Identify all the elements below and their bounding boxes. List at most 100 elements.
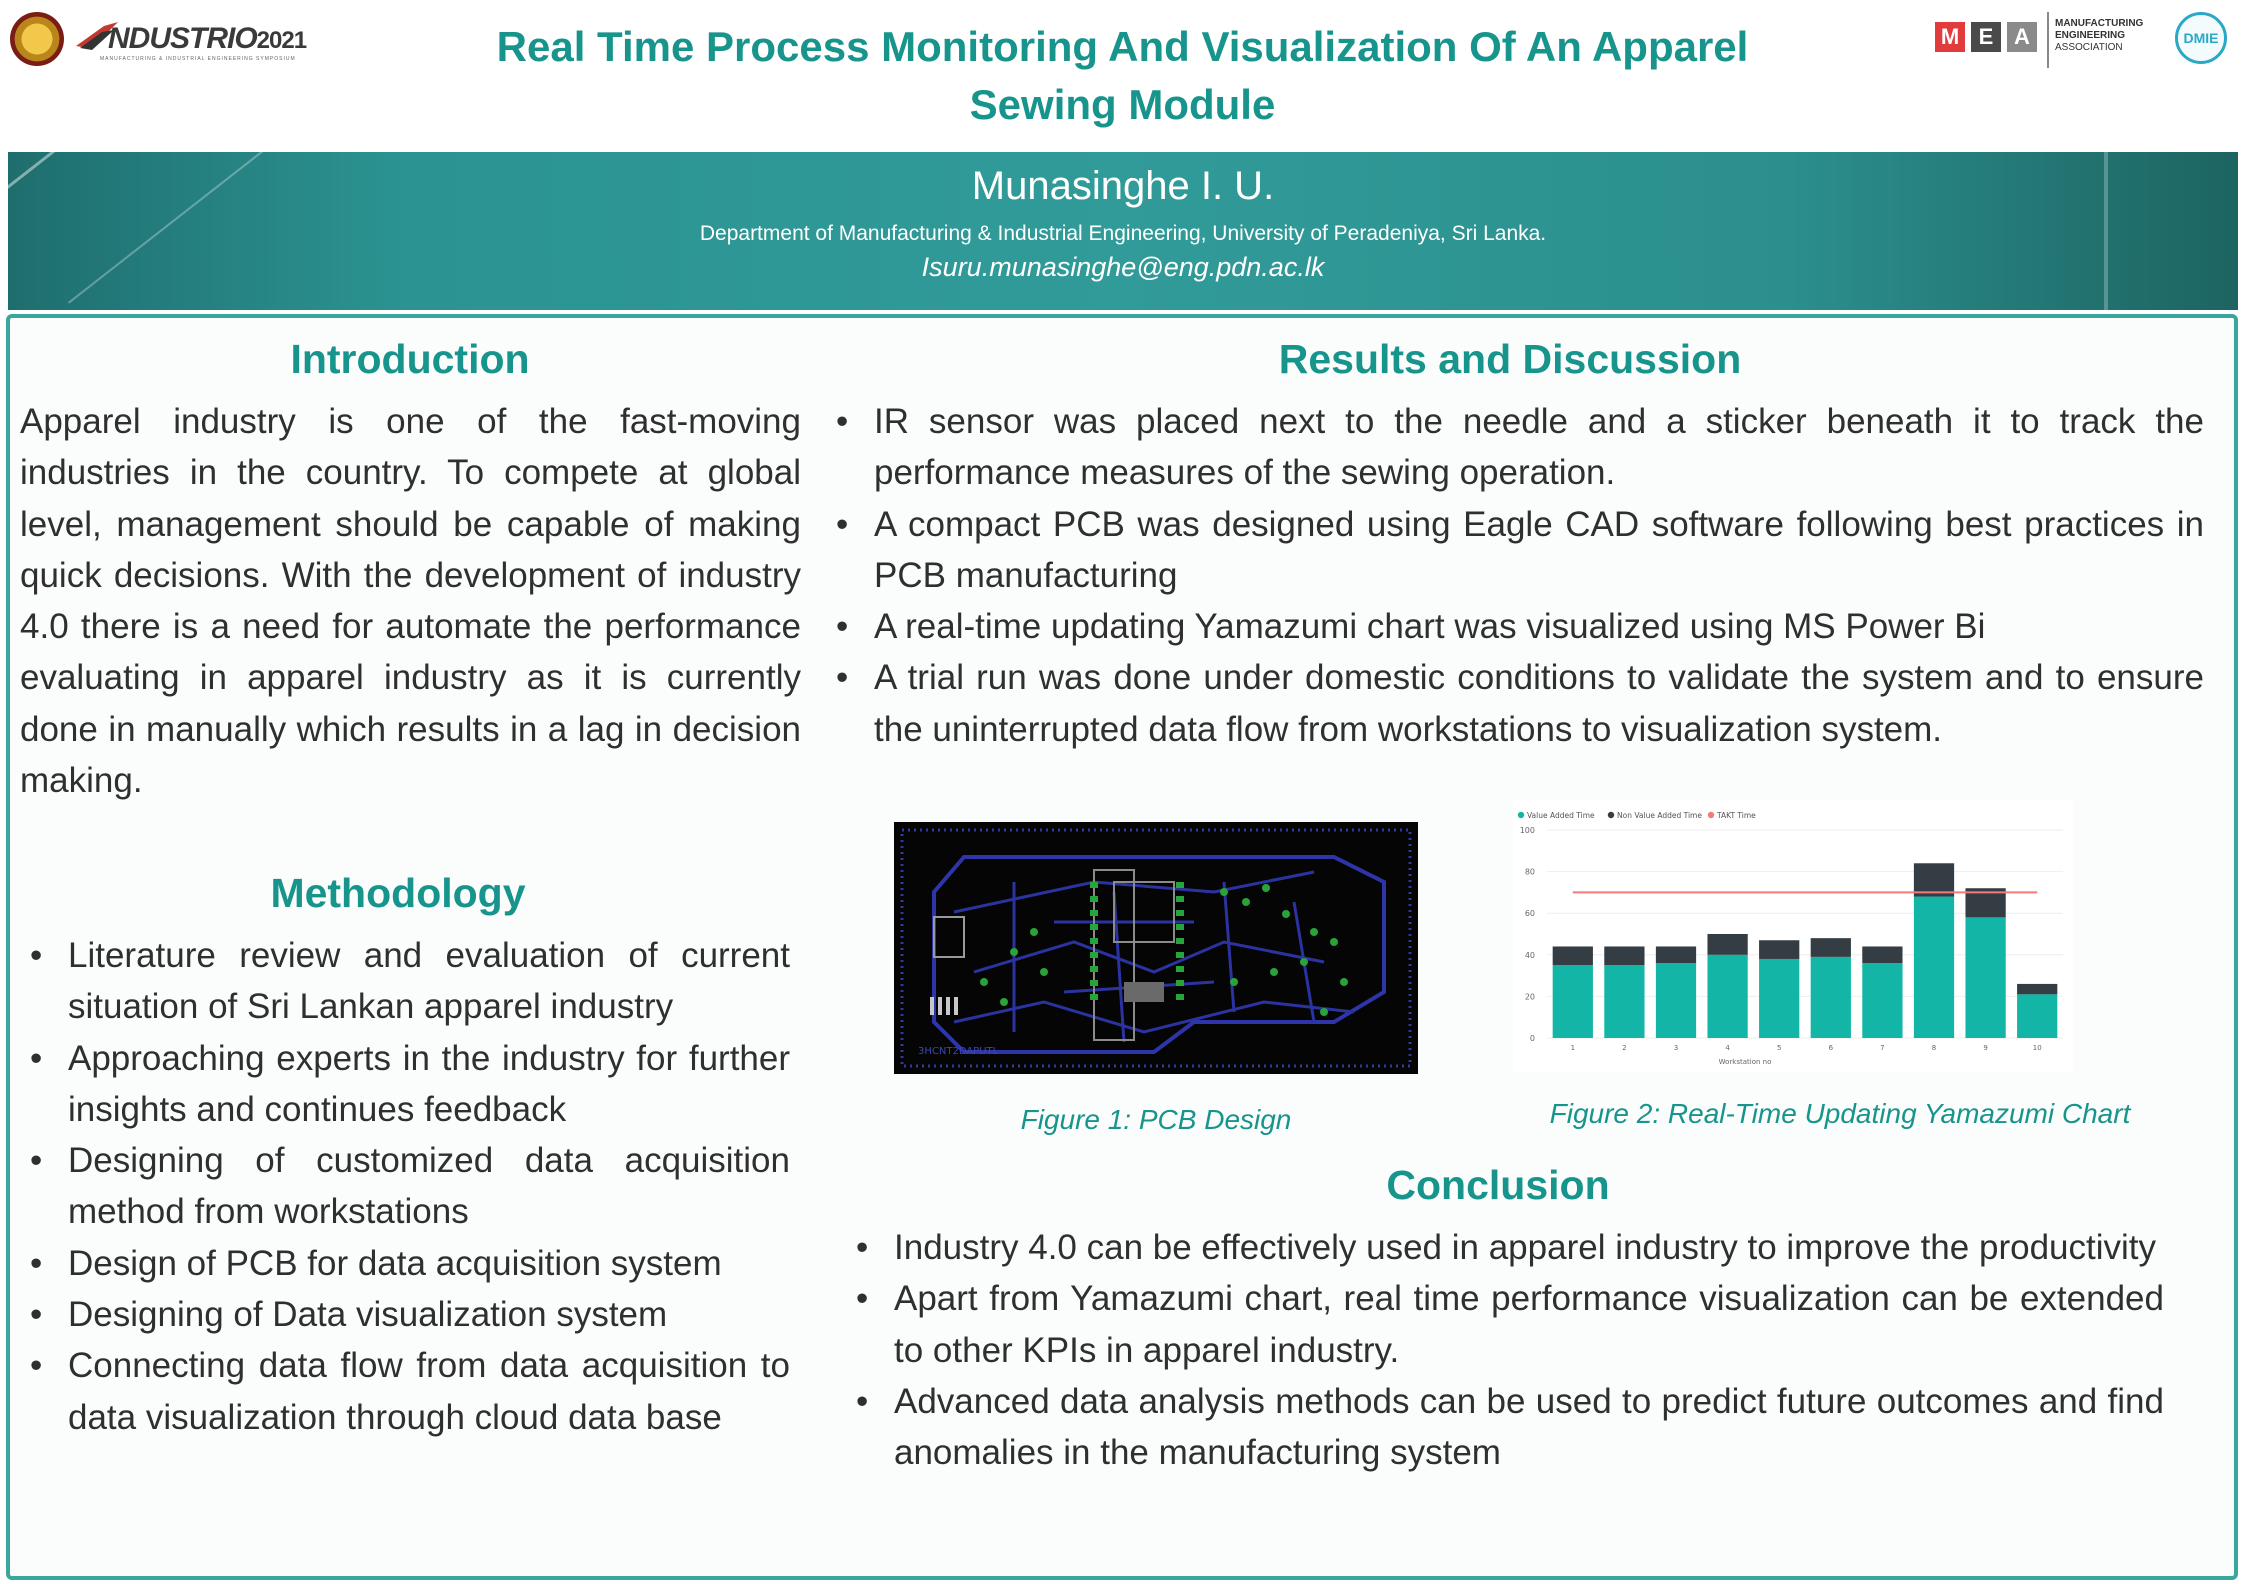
results-item-line: system. [1821, 709, 1943, 749]
legend-value-added-label: Value Added Time [1527, 811, 1595, 820]
chart-x-tick-label: 8 [1932, 1044, 1936, 1052]
legend-takt-time-label: TAKT Time [1716, 811, 1756, 820]
figure-1-caption: Figure 1: PCB Design [1020, 1104, 1292, 1135]
conclusion-item-line: Advanced data analysis methods can be us… [894, 1381, 2029, 1421]
results-item-line: A compact PCB was designed using Eagle C… [874, 504, 2012, 544]
methodology-item-line: further insights and continues feedback [68, 1038, 790, 1129]
chart-bar-value-added [1604, 965, 1645, 1038]
poster-title-line-1: Real Time Process Monitoring And Visuali… [496, 23, 1749, 70]
conclusion-heading: Conclusion [1386, 1162, 1610, 1208]
industrio-tagline: MANUFACTURING & INDUSTRIAL ENGINEERING S… [100, 56, 296, 62]
mea-line-1: MANUFACTURING [2055, 18, 2144, 29]
mea-divider [2047, 12, 2049, 68]
chart-bar-value-added [1862, 963, 1903, 1038]
chart-y-tick-label: 0 [1530, 1034, 1535, 1043]
author-name: Munasinghe I. U. [971, 164, 1275, 208]
methodology-item: Approaching experts in the industry for … [22, 1033, 790, 1136]
legend-non-value-added-marker [1607, 811, 1615, 819]
chart-bar-non-value-added [1759, 940, 1800, 959]
results-heading: Results and Discussion [1278, 336, 1742, 382]
chart-x-tick-label: 9 [1983, 1044, 1987, 1052]
chart-x-tick-label: 7 [1880, 1044, 1884, 1052]
chart-bar-non-value-added [1707, 934, 1748, 955]
chart-bar-value-added [2017, 994, 2058, 1038]
introduction-line: manually which results in a lag in decis… [146, 709, 801, 749]
methodology-item-line: cloud data base [474, 1397, 722, 1437]
chart-bar-non-value-added [1604, 946, 1645, 966]
mea-line-2: ENGINEERING [2055, 30, 2126, 41]
chart-bar-non-value-added [1862, 946, 1903, 964]
methodology-item-line: acquisition to data visualization throug… [68, 1346, 790, 1437]
author-department: Department of Manufacturing & Industrial… [699, 222, 1547, 245]
chart-x-tick-label: 3 [1674, 1044, 1678, 1052]
methodology-item-line: method from workstations [68, 1192, 469, 1232]
industrio-name: NDUSTRIO [108, 22, 258, 55]
results-item: IR sensor was placed next to the needle … [828, 396, 2204, 499]
chart-y-tick-label: 80 [1525, 868, 1535, 877]
conclusion-item: Apart from Yamazumi chart, real time per… [848, 1273, 2164, 1376]
introduction-line: industries in the country. To compete at [20, 453, 688, 493]
chart-x-tick-label: 6 [1829, 1044, 1834, 1052]
pcb-design-figure: 3HCNT2DAPUTL [894, 822, 1418, 1074]
chart-y-tick-label: 40 [1525, 951, 1535, 960]
methodology-item-line: Approaching experts in the industry for [68, 1038, 678, 1078]
methodology-item-line: Design of PCB for data acquisition syste… [68, 1243, 722, 1283]
conclusion-item: Industry 4.0 can be effectively used in … [848, 1222, 2164, 1274]
conclusion-item-line: Apart from Yamazumi chart, real time per… [894, 1279, 2009, 1319]
introduction-line: Apparel industry is one of the fast-movi… [20, 402, 801, 441]
introduction-line: for automate the performance evaluating … [20, 607, 801, 698]
chart-bar-value-added [1810, 956, 1851, 1038]
introduction-line: development of industry 4.0 there is a n… [20, 555, 801, 647]
chart-y-tick-label: 100 [1520, 826, 1535, 835]
mea-letter-e: E [1971, 22, 2001, 52]
chart-bar-value-added [1759, 958, 1800, 1038]
methodology-item-line: industry [550, 987, 674, 1027]
results-item-line: IR sensor was placed next to the needle … [874, 402, 2204, 441]
chart-bar-non-value-added [1810, 938, 1851, 957]
industrio-logo: NDUSTRIO2021 MANUFACTURING & INDUSTRIAL … [10, 12, 320, 68]
author-email[interactable]: Isuru.munasinghe@eng.pdn.ac.lk [921, 252, 1325, 282]
methodology-item: Design of PCB for data acquisition syste… [22, 1238, 790, 1290]
mea-logo: M E A MANUFACTURING ENGINEERING ASSOCIAT… [1935, 8, 2235, 70]
legend-non-value-added-label: Non Value Added Time [1617, 811, 1702, 820]
results-item-line: practices in PCB manufacturing [874, 504, 2204, 595]
conclusion-list: Industry 4.0 can be effectively used in … [848, 1222, 2164, 1478]
chart-bar-value-added [1913, 896, 1955, 1038]
mea-letter-m: M [1935, 22, 1965, 52]
chart-x-axis-label: Workstation no [1719, 1058, 1772, 1066]
yamazumi-chart: 0 20 40 60 80 100 1 2 3 4 5 6 7 8 9 10 Workstation no Val… [1513, 800, 2073, 1072]
introduction-line: making. [20, 761, 143, 801]
poster-title: Real Time Process Monitoring And Visuali… [420, 18, 1825, 134]
poster-title-line-2: Sewing Module [969, 81, 1276, 128]
mea-letter-a: A [2007, 22, 2037, 52]
bird-mark-icon [76, 22, 118, 50]
results-item-line: performance measures of the sewing opera… [874, 453, 1616, 493]
methodology-item-line: current situation of Sri Lankan apparel [68, 936, 790, 1027]
introduction-line: global level, management should be capab… [20, 453, 801, 544]
results-item: A real-time updating Yamazumi chart was … [828, 601, 2204, 653]
chart-x-tick-label: 5 [1777, 1044, 1781, 1052]
author-banner: Munasinghe I. U. Department of Manufactu… [8, 152, 2238, 310]
dmie-badge-icon: DMIE [2175, 12, 2227, 64]
results-item-line: A trial run was done under domestic cond… [874, 658, 2044, 698]
chart-bar-non-value-added [1913, 863, 1955, 897]
chart-bar-non-value-added [1552, 946, 1593, 966]
mea-line-3: ASSOCIATION [2055, 42, 2123, 53]
results-list: IR sensor was placed next to the needle … [828, 396, 2204, 755]
chart-bar-value-added [1655, 963, 1697, 1038]
results-item-line: to ensure the uninterrupted data flow fr… [874, 658, 2204, 749]
methodology-list: Literature review and evaluation of curr… [22, 930, 790, 1443]
chart-bar-value-added [1965, 917, 2006, 1038]
conclusion-item-line: extended to other KPIs in apparel indust… [894, 1279, 2164, 1370]
methodology-item: Designing of Data visualization system [22, 1289, 790, 1341]
chart-bar-non-value-added [2017, 983, 2058, 995]
pcb-silkscreen-label: 3HCNT2DAPUTL [918, 1046, 999, 1057]
chart-y-tick-label: 20 [1525, 992, 1535, 1001]
introduction-text: Apparel industry is one of the fast-movi… [20, 396, 801, 806]
methodology-heading: Methodology [270, 870, 526, 916]
conclusion-item-line: Industry 4.0 can be effectively used in … [894, 1228, 1970, 1267]
poster-header: NDUSTRIO2021 MANUFACTURING & INDUSTRIAL … [0, 0, 2244, 150]
industrio-year: 2021 [256, 27, 307, 54]
introduction-line: apparel industry as it is currently done… [20, 658, 801, 749]
conclusion-item-line: and find anomalies in the manufacturing … [894, 1381, 2164, 1473]
